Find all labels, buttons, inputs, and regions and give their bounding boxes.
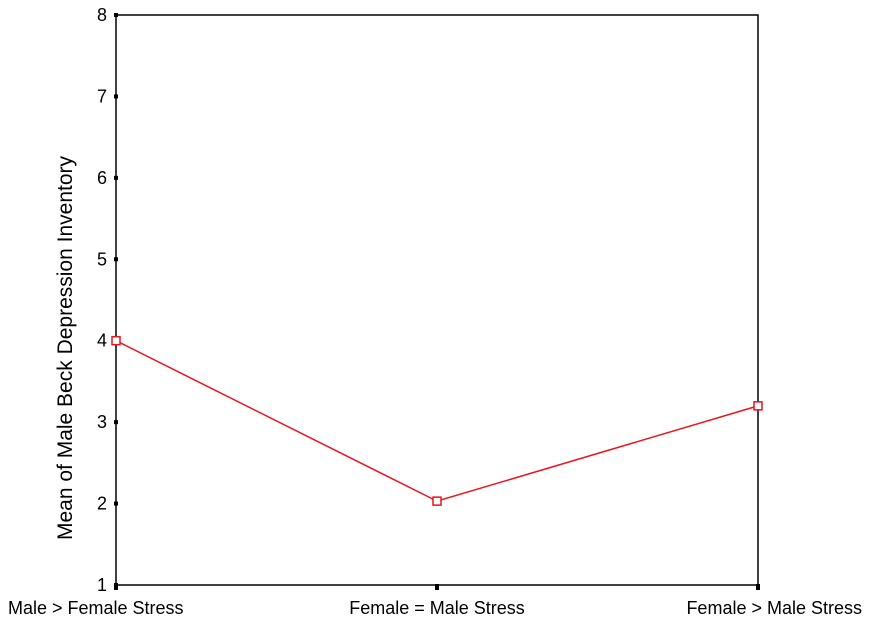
x-tick-mark-2 — [435, 584, 439, 590]
series-line-1 — [115, 340, 759, 502]
y-axis-title: Mean of Male Beck Depression Inventory — [54, 155, 77, 540]
y-tick-mark-5 — [114, 257, 118, 262]
y-tick-label-2: 2 — [97, 494, 107, 514]
series-layer — [111, 335, 763, 506]
y-tick-label-3: 3 — [97, 412, 107, 432]
data-point-3 — [753, 401, 763, 411]
x-tick-mark-3 — [756, 584, 760, 590]
y-tick-label-6: 6 — [97, 168, 107, 188]
y-tick-mark-7 — [114, 94, 118, 99]
y-tick-label-5: 5 — [97, 249, 107, 269]
y-tick-label-1: 1 — [97, 575, 107, 595]
y-tick-label-4: 4 — [97, 331, 107, 351]
y-tick-label-8: 8 — [97, 5, 107, 25]
x-axis: Male > Female Stress Female = Male Stress… — [8, 584, 862, 618]
y-tick-mark-2 — [114, 501, 118, 506]
y-tick-mark-6 — [114, 175, 118, 180]
y-tick-mark-3 — [114, 420, 118, 425]
y-axis: 1 2 3 4 5 6 7 8 — [97, 5, 118, 595]
x-tick-mark-1 — [114, 584, 118, 590]
x-category-label-3: Female > Male Stress — [686, 598, 862, 618]
data-point-2 — [432, 496, 442, 506]
x-category-label-1: Male > Female Stress — [8, 598, 184, 618]
data-point-1 — [111, 335, 121, 346]
y-tick-mark-8 — [114, 13, 118, 17]
y-tick-label-7: 7 — [97, 86, 107, 106]
x-category-label-2: Female = Male Stress — [349, 598, 525, 618]
